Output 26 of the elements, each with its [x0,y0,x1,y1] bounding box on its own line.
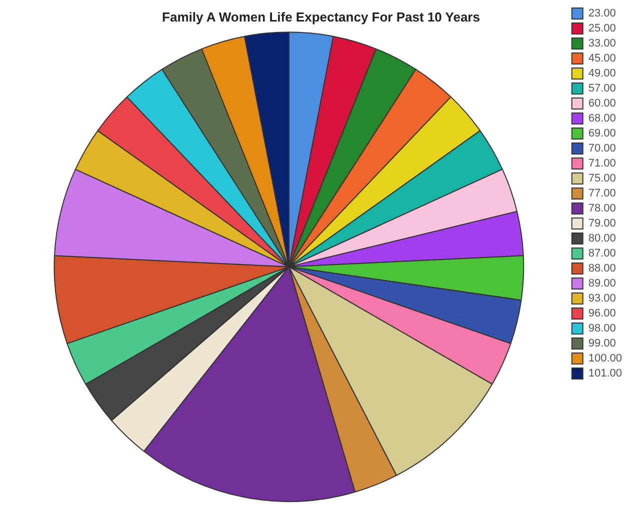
legend-label: 78.00 [588,202,616,215]
legend-label: 88.00 [588,262,616,275]
legend-label: 101.00 [588,368,622,380]
legend-label: 49.00 [588,68,616,80]
legend-label: 96.00 [588,308,616,320]
legend-label: 87.00 [588,248,616,260]
legend-label: 57.00 [588,82,616,95]
legend-label: 77.00 [588,188,616,200]
legend-label: 79.00 [588,218,616,230]
legend-label: 100.00 [588,352,622,365]
chart-title: Family A Women Life Expectancy For Past 10 Years [162,9,480,24]
legend-label: 99.00 [588,338,616,350]
legend-label: 93.00 [588,292,616,305]
legend-label: 45.00 [588,52,616,65]
legend-label: 75.00 [588,172,616,185]
legend-label: 60.00 [588,98,616,110]
legend-label: 33.00 [588,38,616,50]
legend-label: 98.00 [588,322,616,335]
legend-label: 89.00 [588,278,616,290]
legend-label: 71.00 [588,158,616,170]
legend-label: 69.00 [588,128,616,140]
legend-label: 70.00 [588,142,616,155]
legend-label: 23.00 [588,8,616,20]
legend-label: 68.00 [588,112,616,125]
legend-label: 25.00 [588,22,616,35]
legend-label: 80.00 [588,232,616,245]
